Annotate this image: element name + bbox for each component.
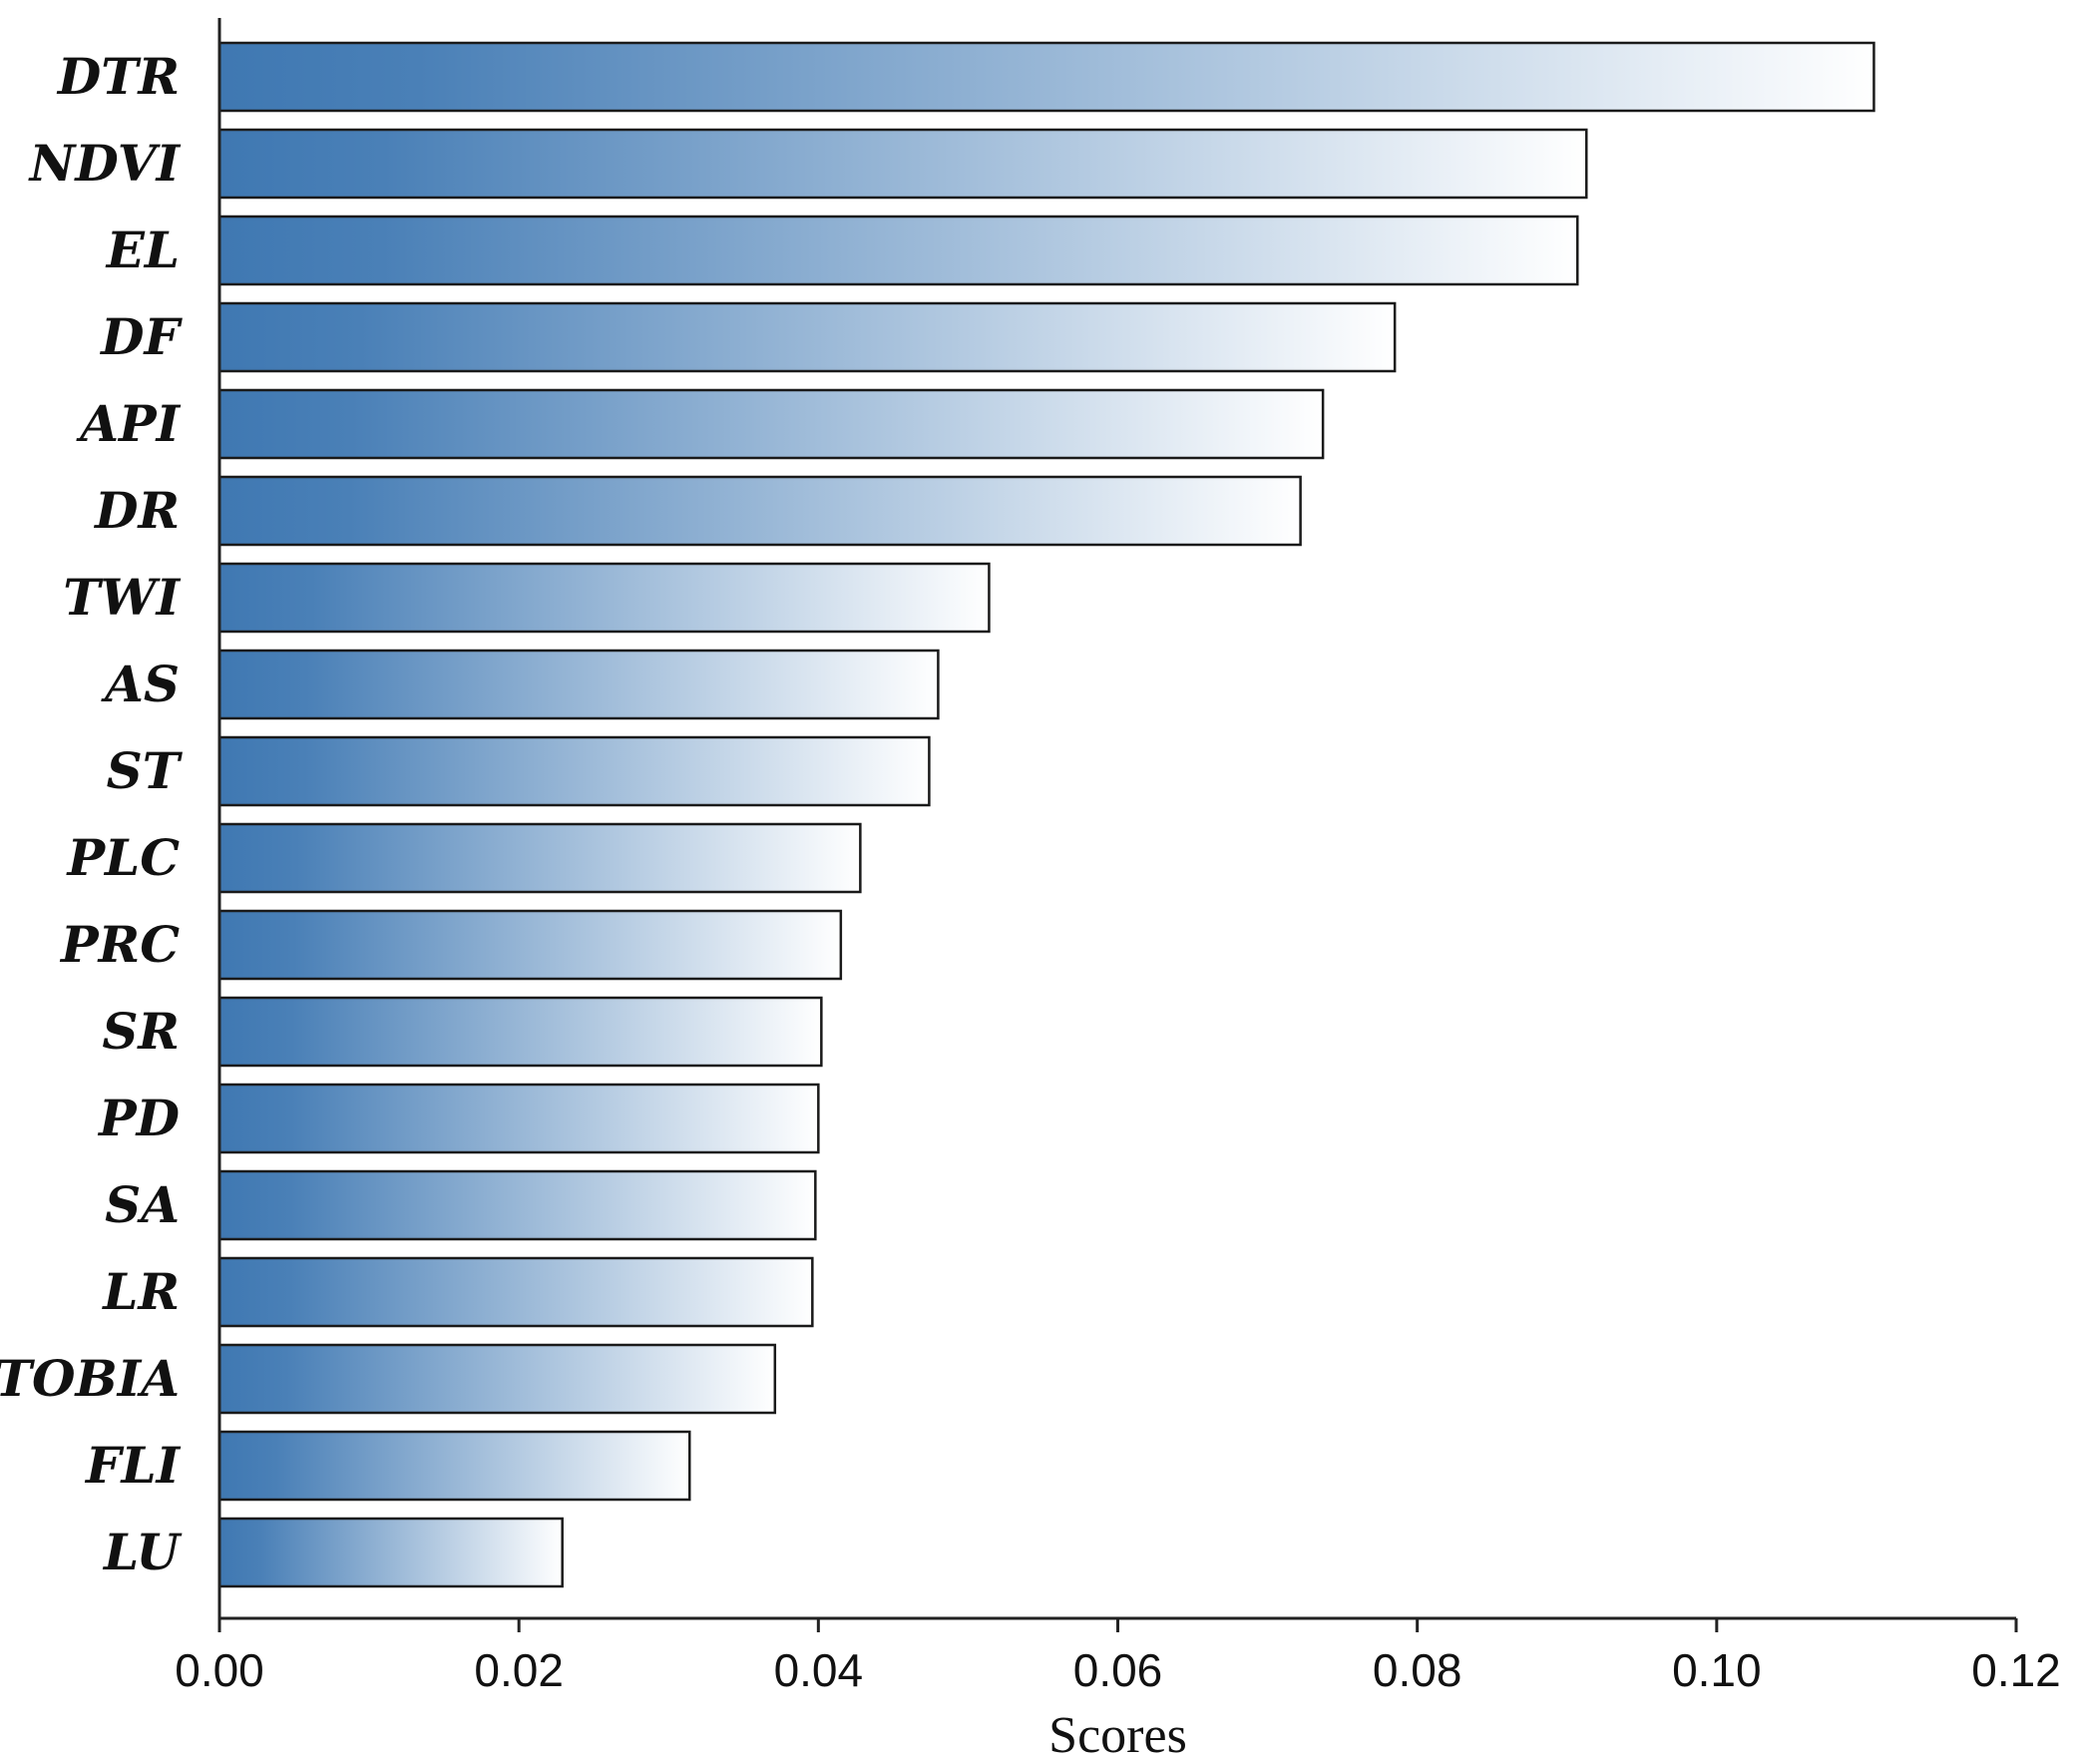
category-label-lu: LU [102,1523,183,1581]
bar-st [217,735,931,807]
bar-dr [217,475,1302,547]
category-label-ndvi: NDVI [28,134,182,193]
bar-api [217,388,1325,460]
bar-sr [217,996,823,1068]
bars-layer [217,41,1875,1588]
bar-plc [217,822,862,894]
category-label-plc: PLC [65,828,180,887]
x-tick-label: 0.04 [774,1644,864,1696]
category-label-pd: PD [97,1089,180,1147]
category-label-st: ST [107,741,184,800]
bar-lu [217,1517,564,1588]
bar-dtr [217,41,1875,113]
bar-prc [217,909,843,981]
category-label-tobia: TOBIA [0,1349,180,1408]
x-axis-ticks: 0.00 0.02 0.04 0.06 0.08 0.10 0.12 [175,1618,2061,1696]
bar-df [217,301,1397,373]
bar-as [217,649,940,720]
bar-lr [217,1256,814,1328]
bar-fli [217,1430,691,1502]
category-label-api: API [76,394,181,453]
bar-sa [217,1169,817,1241]
bar-ndvi [217,128,1588,200]
x-tick-label: 0.06 [1073,1644,1163,1696]
category-label-sa: SA [105,1175,180,1234]
bar-twi [217,562,991,634]
category-label-twi: TWI [63,568,181,627]
category-label-df: DF [99,307,183,366]
category-label-sr: SR [102,1002,180,1061]
category-label-prc: PRC [59,915,180,974]
category-label-fli: FLI [84,1436,182,1495]
x-tick-label: 0.10 [1672,1644,1762,1696]
bar-pd [217,1083,820,1154]
bar-el [217,215,1579,286]
bar-tobia [217,1343,777,1415]
category-label-el: EL [105,220,180,279]
x-tick-label: 0.12 [1971,1644,2061,1696]
x-tick-label: 0.02 [474,1644,564,1696]
category-label-dtr: DTR [56,47,180,106]
x-tick-label: 0.08 [1373,1644,1462,1696]
x-tick-label: 0.00 [175,1644,264,1696]
category-label-dr: DR [93,481,180,540]
x-axis-title: Scores [1048,1707,1187,1764]
category-label-lr: LR [101,1262,180,1321]
category-labels: DTR NDVI EL DF API DR TWI AS ST PLC PRC SR PD SA LR TOB… [0,47,184,1581]
category-label-as: AS [101,655,180,713]
